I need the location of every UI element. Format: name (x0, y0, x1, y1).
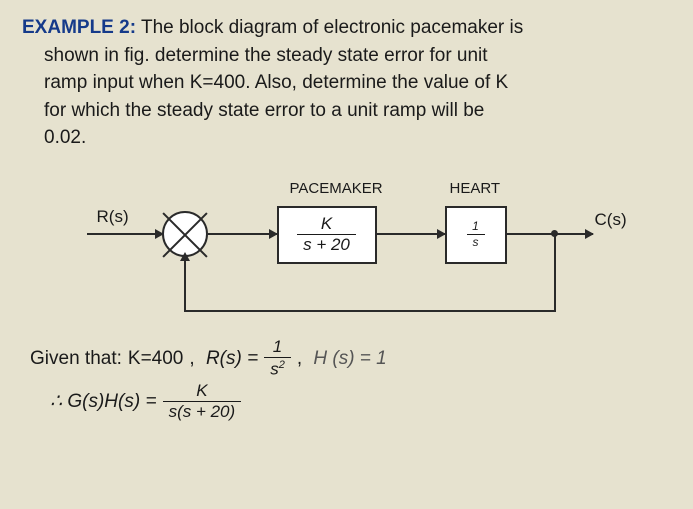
r-lhs: R(s) = (206, 348, 258, 370)
wire-in (87, 233, 162, 235)
arrow-out (585, 229, 594, 239)
gh-num: K (190, 382, 213, 402)
heart-block: 1 s (445, 206, 507, 264)
wire-sum-to-b1 (208, 233, 277, 235)
pacemaker-tf: K s + 20 (297, 215, 356, 255)
wire-fb-up (184, 257, 186, 312)
gh-frac: K s(s + 20) (163, 382, 242, 422)
given-k: K=400 (128, 348, 183, 370)
b2-num: 1 (466, 220, 485, 234)
wire-b1-to-b2 (377, 233, 445, 235)
problem-line2: shown in fig. determine the steady state… (22, 42, 671, 70)
block-diagram: PACEMAKER HEART R(s) C(s) K s + 20 1 s (57, 172, 637, 332)
given-row2: ∴ G(s)H(s) = K s(s + 20) (30, 382, 671, 422)
problem-line4: for which the steady state error to a un… (22, 97, 671, 125)
pacemaker-label: PACEMAKER (290, 180, 383, 197)
output-signal-label: C(s) (595, 210, 627, 230)
given-row1: Given that: K=400, R(s) = 1 s2 , H (s) =… (30, 338, 671, 380)
example-label: EXAMPLE 2: (22, 17, 136, 38)
arrow-into-sum-fb (180, 252, 190, 261)
b2-den: s (467, 234, 485, 249)
b1-den: s + 20 (297, 234, 356, 255)
gh-den: s(s + 20) (163, 401, 242, 422)
problem-text-line1: The block diagram of electronic pacemake… (136, 17, 523, 38)
heading-line: EXAMPLE 2: The block diagram of electron… (22, 14, 671, 42)
r-frac: 1 s2 (264, 338, 291, 380)
gh-lhs: ∴ G(s)H(s) = (50, 390, 157, 413)
heart-tf: 1 s (466, 220, 485, 249)
given-section: Given that: K=400, R(s) = 1 s2 , H (s) =… (22, 338, 671, 422)
page: EXAMPLE 2: The block diagram of electron… (0, 0, 693, 509)
wire-fb-down (554, 235, 556, 312)
wire-out (507, 233, 593, 235)
wire-fb-across (185, 310, 556, 312)
heart-label: HEART (450, 180, 501, 197)
input-signal-label: R(s) (97, 207, 129, 227)
r-num: 1 (267, 338, 288, 358)
summing-junction (162, 211, 208, 257)
b1-num: K (315, 215, 338, 235)
problem-line5: 0.02. (22, 124, 671, 152)
r-den: s2 (264, 357, 291, 379)
given-prefix: Given that: (30, 348, 122, 370)
pacemaker-block: K s + 20 (277, 206, 377, 264)
problem-line3: ramp input when K=400. Also, determine t… (22, 69, 671, 97)
h-eq: H (s) = 1 (313, 348, 386, 370)
